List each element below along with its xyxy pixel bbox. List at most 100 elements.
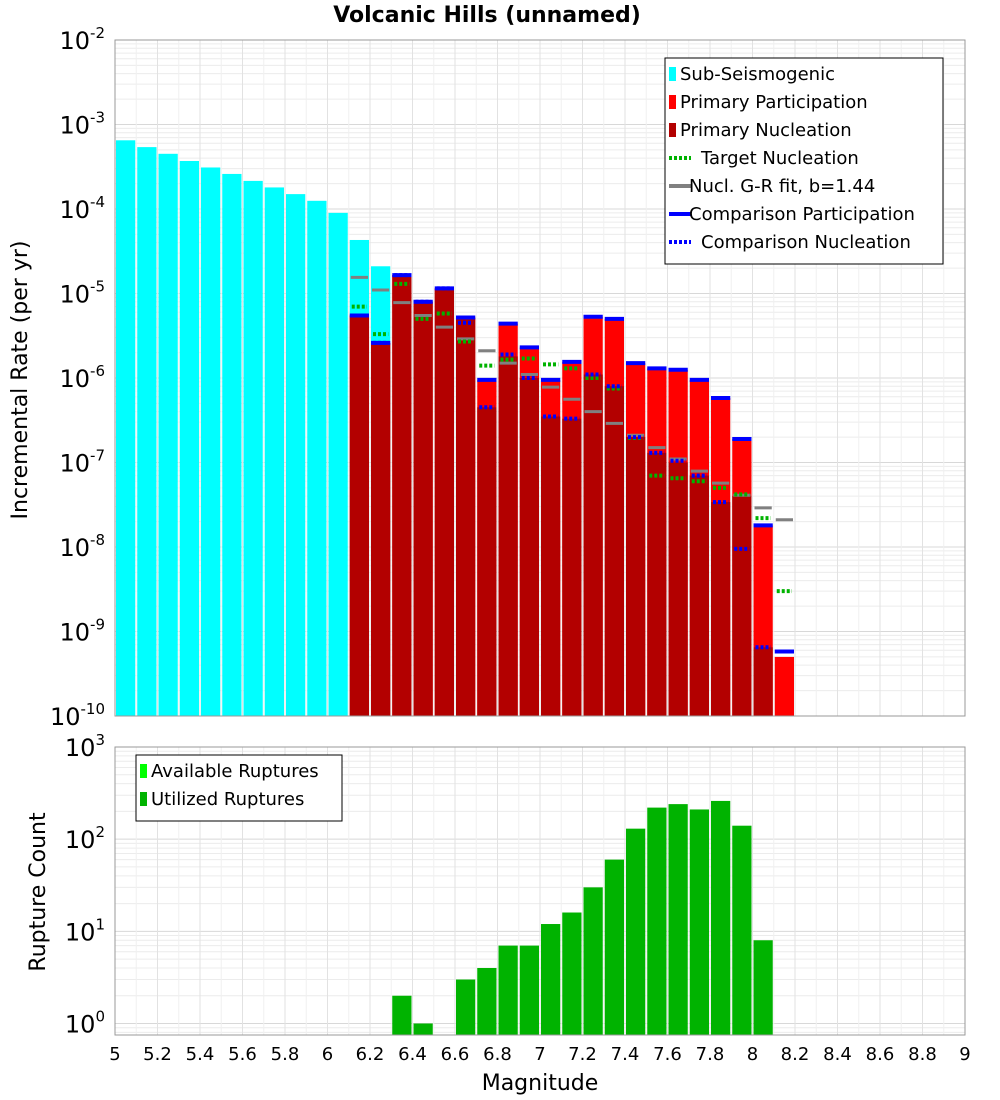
bottom-y-tick-label: 102 bbox=[65, 823, 105, 854]
primary-nucleation-bar bbox=[541, 416, 561, 716]
top-y-tick-label: 10-6 bbox=[59, 362, 105, 393]
primary-nucleation-bar bbox=[668, 462, 688, 716]
bottom-legend: Available Ruptures Utilized Ruptures bbox=[135, 754, 343, 822]
bottom-plot-grid bbox=[114, 747, 966, 1035]
utilized-ruptures-bar bbox=[689, 809, 709, 1035]
primary-nucleation-bar bbox=[626, 437, 646, 716]
utilized-ruptures-bar bbox=[711, 800, 731, 1035]
top-legend-label: Primary Participation bbox=[680, 92, 868, 113]
x-tick-label: 7 bbox=[534, 1044, 545, 1065]
top-y-tick-label: 10-4 bbox=[59, 193, 105, 224]
x-tick-label: 9 bbox=[959, 1044, 970, 1065]
x-tick-label: 8.4 bbox=[823, 1044, 852, 1065]
x-tick-label: 5.8 bbox=[271, 1044, 300, 1065]
x-tick-label: 5.2 bbox=[143, 1044, 172, 1065]
primary-nucleation-bar bbox=[562, 418, 582, 716]
x-tick-label: 7.2 bbox=[568, 1044, 597, 1065]
utilized-ruptures-bar bbox=[498, 945, 518, 1035]
top-y-tick-label: 10-5 bbox=[59, 278, 105, 309]
top-y-tick-label: 10-7 bbox=[59, 447, 105, 478]
utilized-ruptures-bar bbox=[647, 807, 667, 1035]
utilized-ruptures-bar bbox=[456, 979, 476, 1035]
primary-nucleation-bar bbox=[753, 647, 773, 716]
bottom-legend-box bbox=[135, 754, 343, 822]
sub-seismogenic-bar bbox=[158, 153, 178, 717]
bottom-y-tick-label: 101 bbox=[65, 915, 105, 946]
x-tick-label: 7.4 bbox=[611, 1044, 640, 1065]
top-y-tick-label: 10-9 bbox=[59, 616, 105, 647]
primary-nucleation-bar bbox=[477, 407, 497, 716]
x-tick-label: 6.2 bbox=[356, 1044, 385, 1065]
utilized-ruptures-bar bbox=[583, 887, 603, 1035]
bottom-y-tick-labels: 103 102 101 100 bbox=[65, 731, 105, 1038]
x-tick-label: 6 bbox=[322, 1044, 333, 1065]
utilized-ruptures-bar bbox=[732, 825, 752, 1035]
sub-seismogenic-bar bbox=[201, 167, 221, 717]
top-y-tick-label: 10-3 bbox=[59, 109, 105, 140]
bottom-legend-label: Available Ruptures bbox=[151, 761, 319, 782]
top-legend-label: Sub-Seismogenic bbox=[680, 64, 835, 85]
x-tick-label: 6.4 bbox=[398, 1044, 427, 1065]
x-tick-label: 7.6 bbox=[653, 1044, 682, 1065]
primary-nucleation-bar bbox=[456, 317, 476, 716]
primary-nucleation-bar bbox=[604, 386, 624, 716]
top-legend-label: Target Nucleation bbox=[700, 148, 859, 169]
sub-seismogenic-bar bbox=[116, 140, 136, 716]
top-y-axis-label: Incremental Rate (per yr) bbox=[8, 241, 33, 520]
utilized-ruptures-bar bbox=[626, 828, 646, 1035]
x-tick-label: 5.6 bbox=[228, 1044, 257, 1065]
primary-nucleation-bar bbox=[413, 301, 433, 716]
sub-seismogenic-bar bbox=[137, 147, 157, 716]
chart-title: Volcanic Hills (unnamed) bbox=[333, 3, 641, 28]
utilized-ruptures-bar bbox=[604, 859, 624, 1035]
top-y-tick-labels: 10-2 10-3 10-4 10-5 10-6 10-7 10-8 10-9 10-10 bbox=[50, 24, 105, 731]
bottom-plot-bars bbox=[392, 800, 773, 1035]
utilized-ruptures-bar bbox=[562, 912, 582, 1035]
primary-nucleation-bar bbox=[647, 452, 667, 716]
top-legend-swatch bbox=[669, 67, 676, 81]
sub-seismogenic-bar bbox=[222, 173, 242, 716]
x-axis-label: Magnitude bbox=[482, 1071, 599, 1096]
sub-seismogenic-bar bbox=[264, 187, 284, 717]
bottom-y-axis-label: Rupture Count bbox=[26, 812, 51, 972]
utilized-ruptures-bar bbox=[392, 995, 412, 1035]
sub-seismogenic-bar bbox=[286, 194, 306, 716]
bottom-legend-label: Utilized Ruptures bbox=[151, 789, 304, 810]
bottom-y-tick-label: 103 bbox=[65, 731, 105, 762]
x-tick-label: 6.6 bbox=[441, 1044, 470, 1065]
primary-nucleation-bar bbox=[371, 342, 391, 716]
top-legend-label: Comparison Nucleation bbox=[701, 232, 911, 253]
utilized-ruptures-bar bbox=[477, 967, 497, 1035]
utilized-ruptures-bar bbox=[541, 924, 561, 1035]
top-plot-bars bbox=[116, 140, 794, 717]
x-tick-label: 5 bbox=[109, 1044, 120, 1065]
bottom-legend-swatch bbox=[140, 792, 147, 806]
sub-seismogenic-bar bbox=[243, 180, 263, 717]
x-tick-label: 8.2 bbox=[781, 1044, 810, 1065]
primary-nucleation-bar bbox=[498, 356, 518, 716]
primary-nucleation-bar bbox=[519, 378, 539, 716]
primary-nucleation-bar bbox=[711, 502, 731, 716]
top-legend-swatch bbox=[669, 95, 676, 109]
x-tick-label: 8 bbox=[747, 1044, 758, 1065]
top-plot-frame bbox=[114, 39, 966, 717]
primary-nucleation-bar bbox=[349, 315, 369, 716]
utilized-ruptures-bar bbox=[519, 945, 539, 1035]
x-tick-label: 5.4 bbox=[186, 1044, 215, 1065]
x-tick-label: 7.8 bbox=[696, 1044, 725, 1065]
primary-nucleation-bar bbox=[583, 374, 603, 716]
primary-participation-bar bbox=[774, 656, 794, 716]
bottom-y-tick-label: 100 bbox=[65, 1007, 105, 1038]
top-y-tick-label: 10-10 bbox=[50, 700, 105, 731]
bottom-plot-frame bbox=[114, 746, 966, 1036]
primary-nucleation-bar bbox=[689, 475, 709, 716]
x-tick-label: 8.6 bbox=[866, 1044, 895, 1065]
top-y-tick-label: 10-2 bbox=[59, 24, 105, 55]
primary-nucleation-bar bbox=[434, 288, 454, 716]
primary-nucleation-bar bbox=[392, 275, 412, 716]
utilized-ruptures-bar bbox=[753, 940, 773, 1035]
utilized-ruptures-bar bbox=[413, 1023, 433, 1035]
x-tick-label: 6.8 bbox=[483, 1044, 512, 1065]
